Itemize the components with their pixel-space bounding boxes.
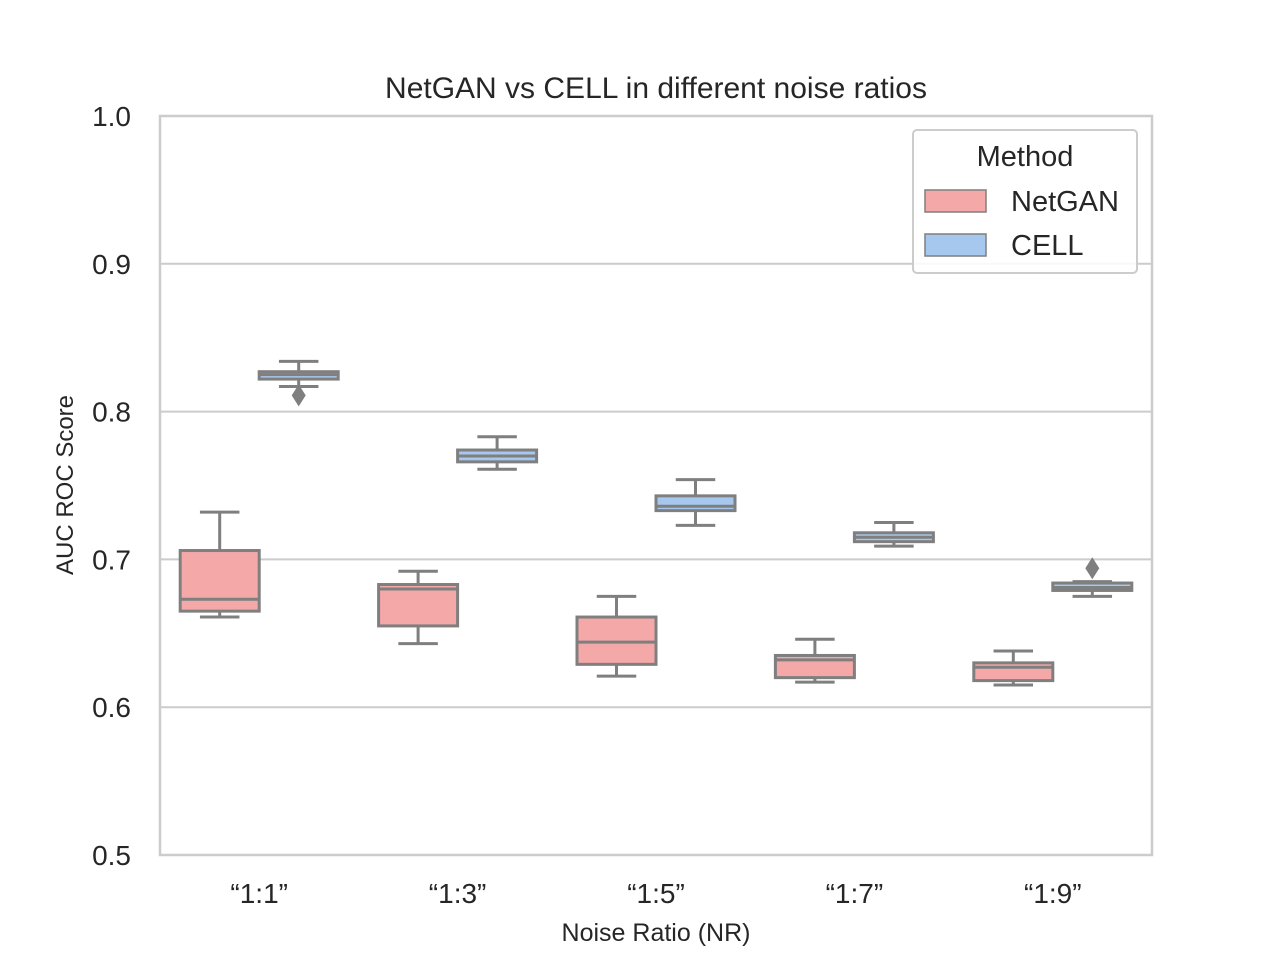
outlier-point (1085, 557, 1100, 580)
legend-swatch-cell (924, 233, 987, 257)
legend-label-netgan: NetGAN (1011, 186, 1119, 218)
x-tick-label: “1:3” (429, 878, 487, 909)
x-tick-label: “1:1” (230, 878, 288, 909)
x-axis-label: Noise Ratio (NR) (562, 919, 751, 947)
y-tick-label: 0.7 (92, 544, 131, 575)
box-cell-5 (1051, 557, 1134, 598)
box-cell-1 (257, 359, 340, 407)
chart-title: NetGAN vs CELL in different noise ratios (385, 72, 927, 105)
x-tick-label: “1:9” (1024, 878, 1082, 909)
legend-label-cell: CELL (1011, 230, 1084, 262)
legend: Method NetGAN CELL (912, 129, 1138, 274)
y-tick-label: 0.5 (92, 840, 131, 871)
legend-swatch-netgan (924, 189, 987, 213)
box-body (377, 583, 460, 628)
box-cell-2 (456, 435, 539, 471)
box-cell-4 (852, 520, 935, 548)
outlier-point (291, 384, 306, 407)
y-tick-labels: 0.5 0.6 0.7 0.8 0.9 1.0 (92, 101, 131, 871)
box-netgan-2 (377, 569, 460, 646)
box-cell-3 (654, 478, 737, 527)
y-tick-label: 1.0 (92, 101, 131, 132)
box-netgan-5 (972, 649, 1055, 687)
x-tick-label: “1:7” (826, 878, 884, 909)
plot-frame (158, 114, 1154, 857)
box-netgan-3 (575, 594, 658, 678)
y-axis-label: AUC ROC Score (52, 395, 79, 575)
box-body (178, 549, 261, 613)
box-netgan-1 (178, 510, 261, 619)
box-body (972, 661, 1055, 683)
legend-title: Method (977, 141, 1074, 173)
box-layer (178, 359, 1134, 687)
y-tick-label: 0.8 (92, 397, 131, 428)
y-tick-label: 0.9 (92, 249, 131, 280)
x-tick-labels: “1:1” “1:3” “1:5” “1:7” “1:9” (230, 878, 1081, 909)
x-tick-label: “1:5” (627, 878, 685, 909)
box-netgan-4 (773, 637, 856, 684)
y-tick-label: 0.6 (92, 692, 131, 723)
box-body (654, 494, 737, 513)
